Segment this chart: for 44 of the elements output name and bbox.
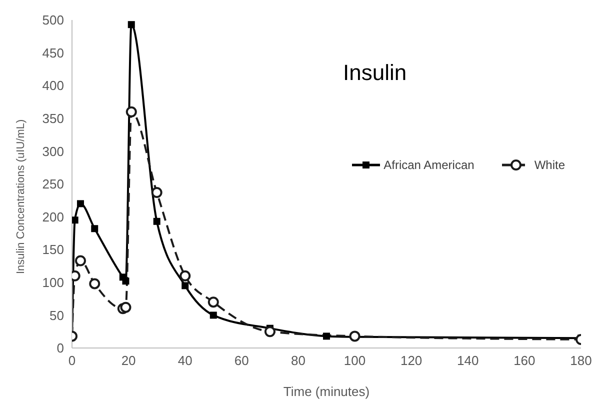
x-tick-label: 180 bbox=[570, 353, 592, 368]
x-tick-label: 100 bbox=[344, 353, 366, 368]
y-tick-label: 450 bbox=[42, 45, 64, 60]
point bbox=[128, 21, 135, 28]
x-tick-label: 120 bbox=[400, 353, 422, 368]
point bbox=[89, 278, 100, 290]
point bbox=[91, 225, 98, 232]
point bbox=[72, 216, 78, 224]
y-tick-label: 400 bbox=[42, 78, 64, 94]
legend-label: White bbox=[534, 158, 565, 172]
y-tick-label: 350 bbox=[42, 111, 64, 126]
x-tick-label: 40 bbox=[178, 353, 192, 368]
point bbox=[74, 255, 86, 266]
x-axis-title: Time (minutes) bbox=[283, 384, 370, 399]
x-tick-label: 160 bbox=[514, 353, 536, 368]
legend-label: African American bbox=[384, 158, 474, 172]
y-tick-label: 300 bbox=[42, 144, 64, 159]
point bbox=[76, 200, 84, 208]
point bbox=[208, 296, 219, 308]
x-tick-label: 80 bbox=[290, 353, 306, 368]
point bbox=[153, 218, 160, 225]
x-tick-label: 60 bbox=[234, 353, 249, 368]
point bbox=[151, 187, 162, 198]
text: Insulin bbox=[343, 60, 407, 86]
x-tick-label: 0 bbox=[68, 353, 76, 368]
y-tick-label: 50 bbox=[50, 308, 64, 323]
point bbox=[126, 106, 137, 118]
point bbox=[122, 278, 130, 285]
point bbox=[120, 302, 132, 313]
point bbox=[323, 332, 330, 340]
y-axis-title: Insulin Concentrations (uIU/mL) bbox=[14, 119, 27, 274]
x-tick-label: 20 bbox=[121, 353, 136, 368]
y-tick-label: 500 bbox=[42, 12, 64, 28]
x-tick-label: 140 bbox=[457, 353, 479, 368]
point bbox=[349, 330, 360, 342]
point bbox=[180, 270, 191, 282]
y-tick-label: 100 bbox=[42, 275, 64, 290]
point bbox=[210, 312, 217, 319]
y-tick-label: 200 bbox=[42, 209, 64, 224]
y-tick-label: 150 bbox=[42, 242, 64, 258]
point bbox=[182, 282, 189, 290]
point bbox=[264, 326, 276, 338]
y-tick-label: 250 bbox=[42, 176, 64, 192]
y-tick-label: 0 bbox=[56, 340, 64, 356]
